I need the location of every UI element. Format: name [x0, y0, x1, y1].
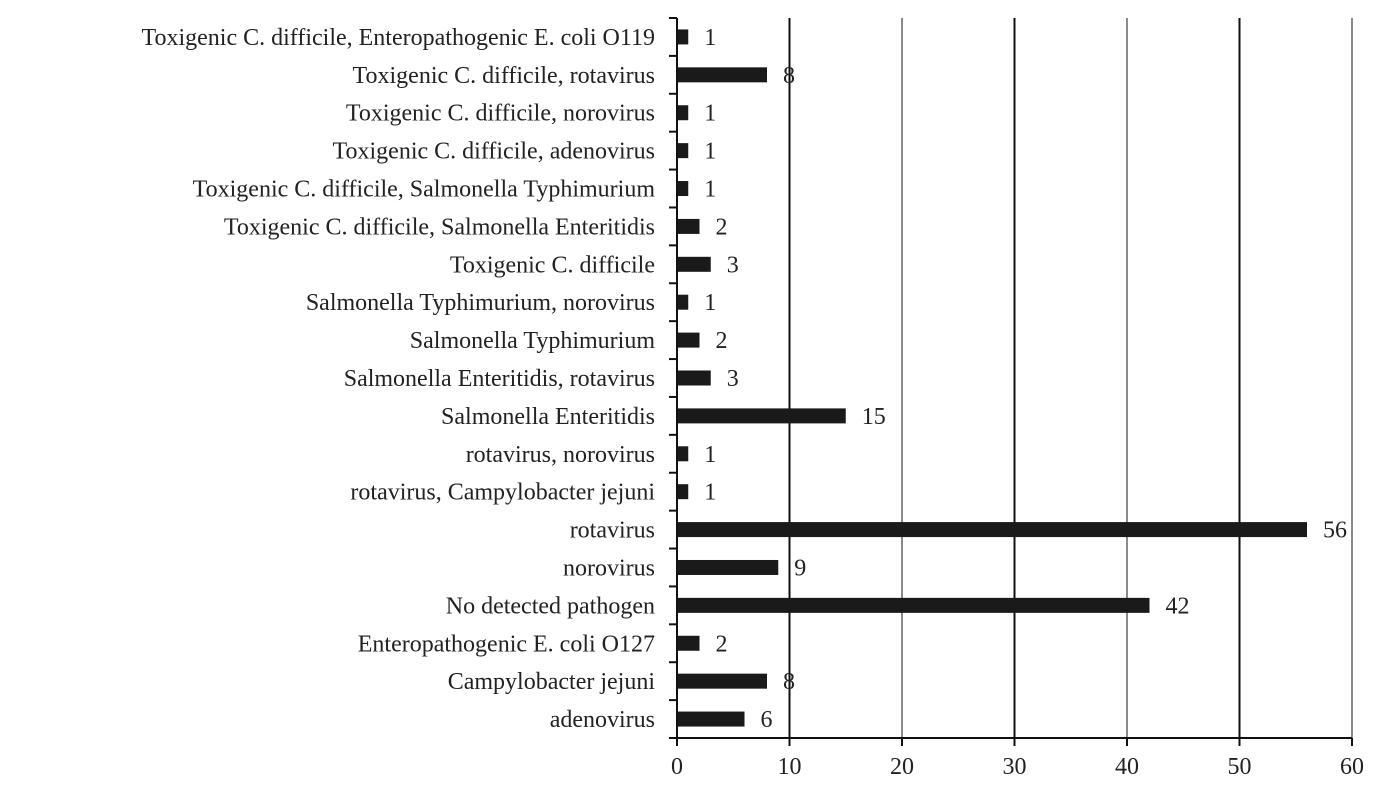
- bar: [677, 218, 700, 234]
- bars: [677, 29, 1307, 727]
- data-label: 8: [783, 63, 795, 89]
- data-label: 42: [1166, 593, 1190, 619]
- bar: [677, 370, 711, 386]
- category-label: Toxigenic C. difficile, Salmonella Enter…: [224, 214, 655, 240]
- category-label: rotavirus, norovirus: [466, 442, 655, 468]
- data-label: 1: [704, 139, 716, 165]
- category-labels: Toxigenic C. difficile, Enteropathogenic…: [141, 25, 655, 733]
- x-tick-label: 20: [890, 754, 914, 780]
- data-label: 2: [716, 214, 728, 240]
- bar: [677, 105, 689, 121]
- category-label: Toxigenic C. difficile, norovirus: [346, 101, 655, 127]
- category-label: Salmonella Enteritidis, rotavirus: [344, 366, 655, 392]
- bar: [677, 635, 700, 651]
- bar: [677, 294, 689, 310]
- data-label: 1: [704, 177, 716, 203]
- bar: [677, 597, 1150, 613]
- bar: [677, 522, 1307, 538]
- data-label: 56: [1323, 518, 1347, 544]
- bar: [677, 332, 700, 348]
- bar: [677, 143, 689, 159]
- category-label: Campylobacter jejuni: [448, 669, 656, 695]
- x-tick-label: 60: [1340, 754, 1364, 780]
- data-label: 2: [716, 631, 728, 657]
- category-label: Enteropathogenic E. coli O127: [358, 631, 655, 657]
- x-tick-label: 0: [671, 754, 683, 780]
- category-label: Toxigenic C. difficile, rotavirus: [353, 63, 655, 89]
- axes: [669, 17, 1353, 746]
- category-label: rotavirus: [570, 518, 655, 544]
- data-label: 1: [704, 101, 716, 127]
- data-label: 2: [716, 328, 728, 354]
- category-label: Toxigenic C. difficile, Enteropathogenic…: [141, 25, 655, 51]
- bar: [677, 559, 779, 575]
- category-label: Salmonella Typhimurium: [410, 328, 656, 354]
- bar: [677, 67, 767, 83]
- data-label: 8: [783, 669, 795, 695]
- data-label: 6: [761, 707, 773, 733]
- category-label: Toxigenic C. difficile: [450, 252, 655, 278]
- data-label: 15: [862, 404, 886, 430]
- x-tick-label: 50: [1228, 754, 1252, 780]
- x-tick-label: 30: [1003, 754, 1027, 780]
- data-label: 1: [704, 25, 716, 51]
- bar: [677, 29, 689, 45]
- bar: [677, 673, 767, 689]
- bar: [677, 711, 745, 727]
- bar: [677, 446, 689, 462]
- bar: [677, 484, 689, 500]
- category-label: Toxigenic C. difficile, Salmonella Typhi…: [193, 177, 656, 203]
- x-tick-labels: 0 10 20 30 40 50 60: [671, 754, 1364, 780]
- category-label: No detected pathogen: [446, 593, 655, 619]
- data-label: 1: [704, 480, 716, 506]
- data-label: 1: [704, 442, 716, 468]
- data-label: 9: [794, 555, 806, 581]
- category-label: Toxigenic C. difficile, adenovirus: [333, 139, 655, 165]
- data-label: 1: [704, 290, 716, 316]
- category-label: adenovirus: [550, 707, 655, 733]
- bar: [677, 256, 711, 272]
- data-label: 3: [727, 252, 739, 278]
- bar: [677, 408, 846, 424]
- data-label: 3: [727, 366, 739, 392]
- category-label: norovirus: [563, 555, 655, 581]
- x-tick-label: 40: [1115, 754, 1139, 780]
- grid-lines: [788, 18, 1353, 738]
- category-label: rotavirus, Campylobacter jejuni: [350, 480, 655, 506]
- category-label: Salmonella Enteritidis: [441, 404, 655, 430]
- category-label: Salmonella Typhimurium, norovirus: [306, 290, 655, 316]
- bar: [677, 181, 689, 197]
- x-tick-label: 10: [778, 754, 802, 780]
